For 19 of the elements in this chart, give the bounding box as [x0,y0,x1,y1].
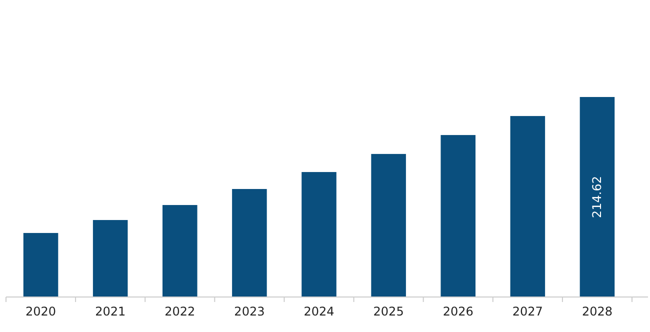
bar [510,116,546,297]
x-tick-label: 2020 [26,304,56,319]
bar [92,220,128,297]
bar [371,154,406,297]
x-tick-label: 2025 [373,304,404,319]
data-label: 214.62 [590,176,604,218]
bar [23,232,58,297]
bar [580,97,615,297]
x-tick-label: 2022 [164,304,196,319]
x-tick-label: 2028 [582,304,612,319]
x-tick-label: 2021 [95,304,126,319]
x-tick-label: 2024 [304,304,334,319]
bar [302,172,336,297]
x-tick-label: 2026 [442,304,474,319]
x-tick-label: 2023 [234,304,265,319]
x-tick-label: 2027 [512,304,543,319]
bar [440,135,476,297]
bar [162,205,198,297]
bar [232,188,267,297]
